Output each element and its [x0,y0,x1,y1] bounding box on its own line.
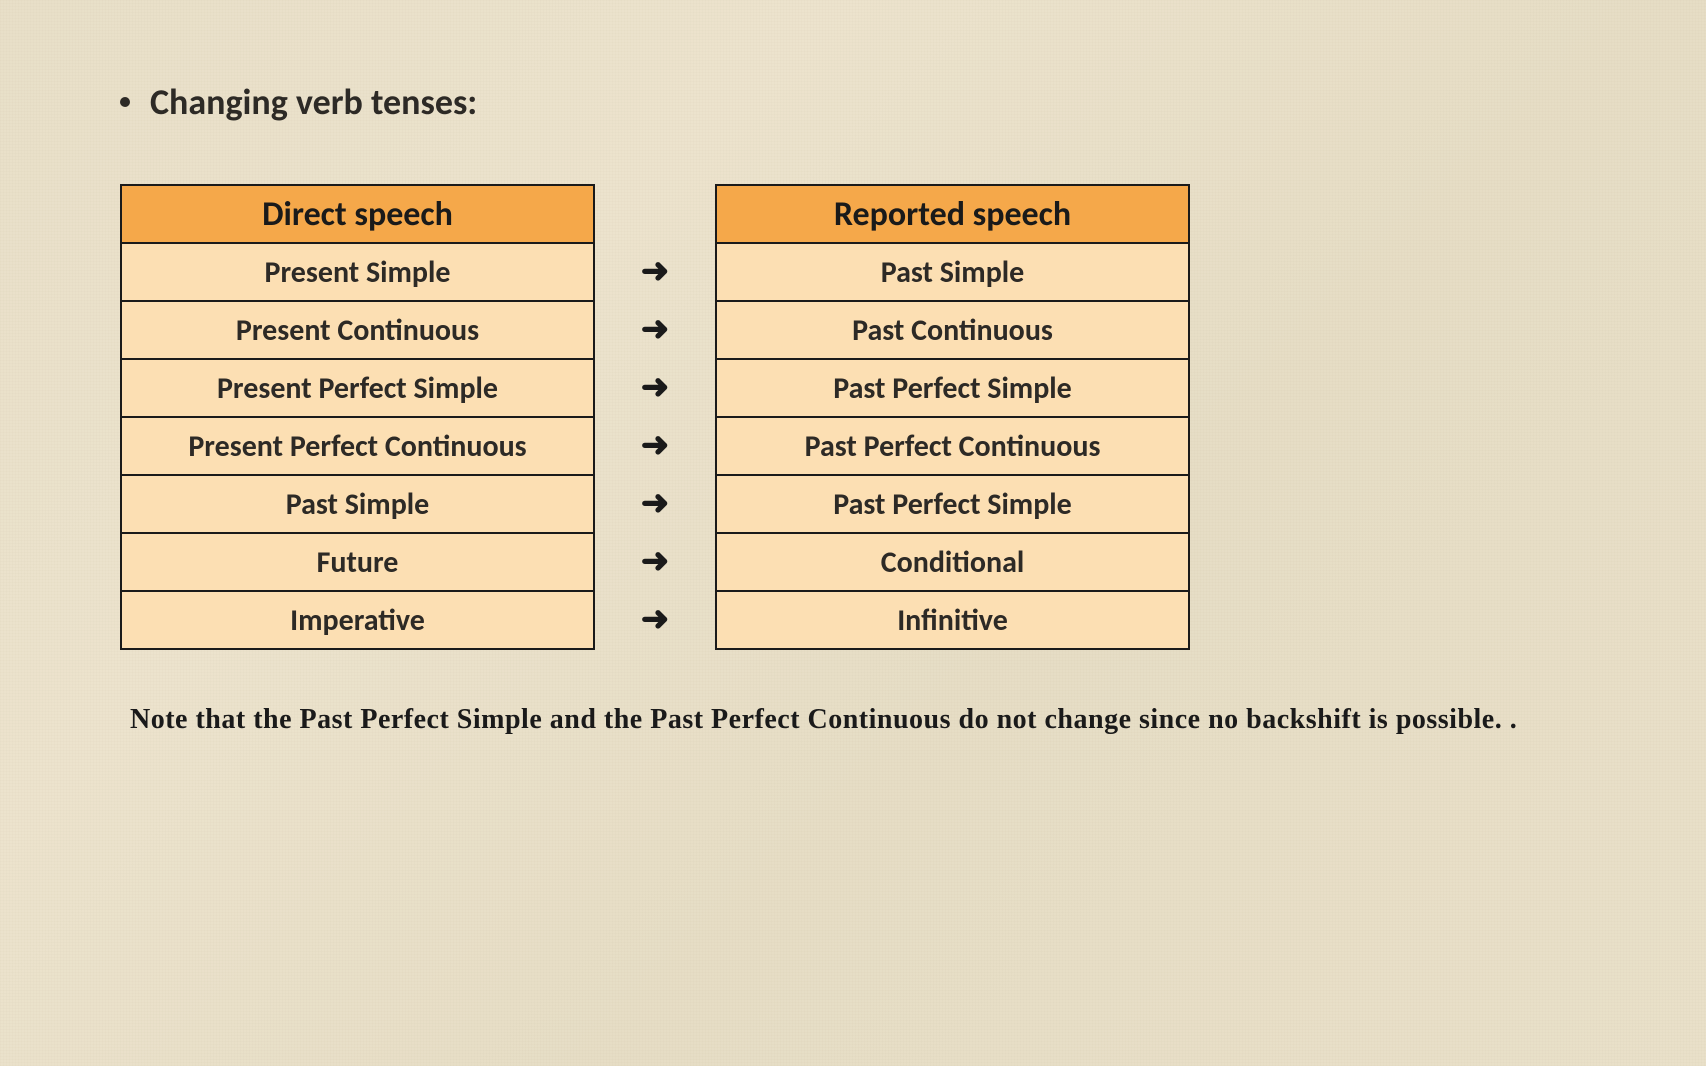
table-row: Conditional [716,533,1189,591]
table-row: Imperative [121,591,594,649]
table-row: Infinitive [716,591,1189,649]
table-row: Past Continuous [716,301,1189,359]
slide-content: Changing verb tenses: Direct speech Pres… [0,0,1706,739]
arrow-icon: ➜ [595,242,715,300]
arrow-icon: ➜ [595,358,715,416]
arrow-column: ➜ ➜ ➜ ➜ ➜ ➜ ➜ [595,184,715,650]
page-title: Changing verb tenses: [150,80,477,124]
title-row: Changing verb tenses: [80,80,1576,124]
arrow-icon: ➜ [595,416,715,474]
arrow-icon: ➜ [595,590,715,648]
table-row: Present Simple [121,243,594,301]
reported-speech-header: Reported speech [716,185,1189,243]
tables-container: Direct speech Present Simple Present Con… [120,184,1576,650]
arrow-icon: ➜ [595,532,715,590]
bullet-icon [120,97,130,107]
table-row: Past Simple [716,243,1189,301]
footnote: Note that the Past Perfect Simple and th… [130,700,1576,739]
table-row: Future [121,533,594,591]
direct-speech-table: Direct speech Present Simple Present Con… [120,184,595,650]
table-row: Past Simple [121,475,594,533]
table-row: Past Perfect Simple [716,359,1189,417]
reported-speech-table: Reported speech Past Simple Past Continu… [715,184,1190,650]
table-row: Present Continuous [121,301,594,359]
arrow-icon: ➜ [595,300,715,358]
table-row: Present Perfect Simple [121,359,594,417]
table-row: Past Perfect Simple [716,475,1189,533]
table-row: Present Perfect Continuous [121,417,594,475]
table-row: Past Perfect Continuous [716,417,1189,475]
arrow-icon: ➜ [595,474,715,532]
direct-speech-header: Direct speech [121,185,594,243]
